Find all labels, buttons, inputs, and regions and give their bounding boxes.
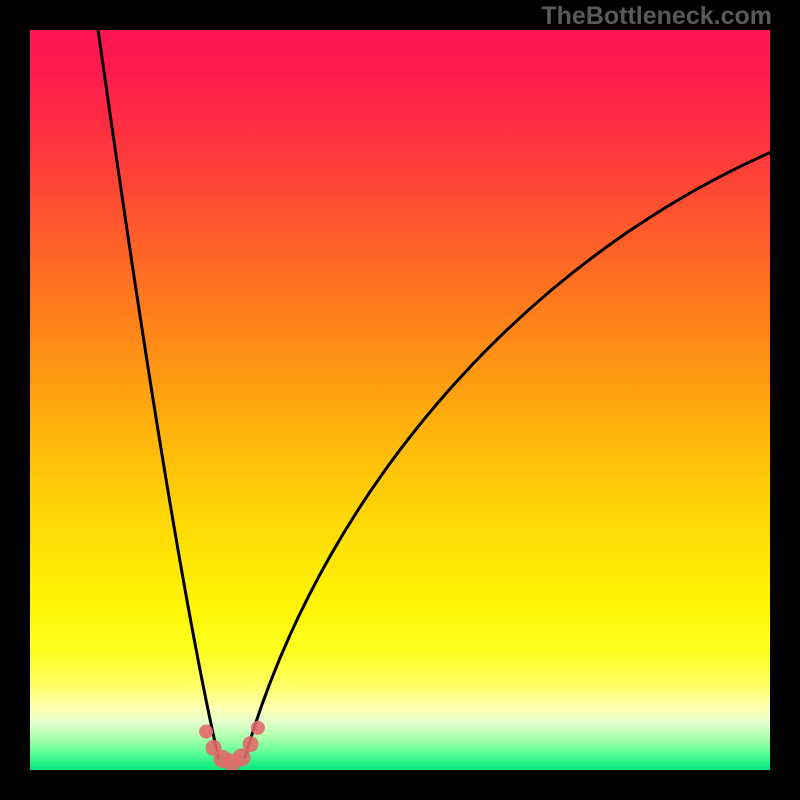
chart-frame: TheBottleneck.com bbox=[0, 0, 800, 800]
curve-right-branch bbox=[245, 137, 770, 759]
knot-dot bbox=[251, 721, 265, 735]
plot-area bbox=[30, 30, 770, 770]
watermark-text: TheBottleneck.com bbox=[541, 2, 772, 31]
knot-dot bbox=[243, 736, 259, 752]
bottleneck-curve bbox=[30, 30, 770, 770]
curve-left-branch bbox=[93, 30, 219, 759]
curve-bottom-knot bbox=[199, 721, 265, 770]
knot-dot bbox=[199, 725, 213, 739]
